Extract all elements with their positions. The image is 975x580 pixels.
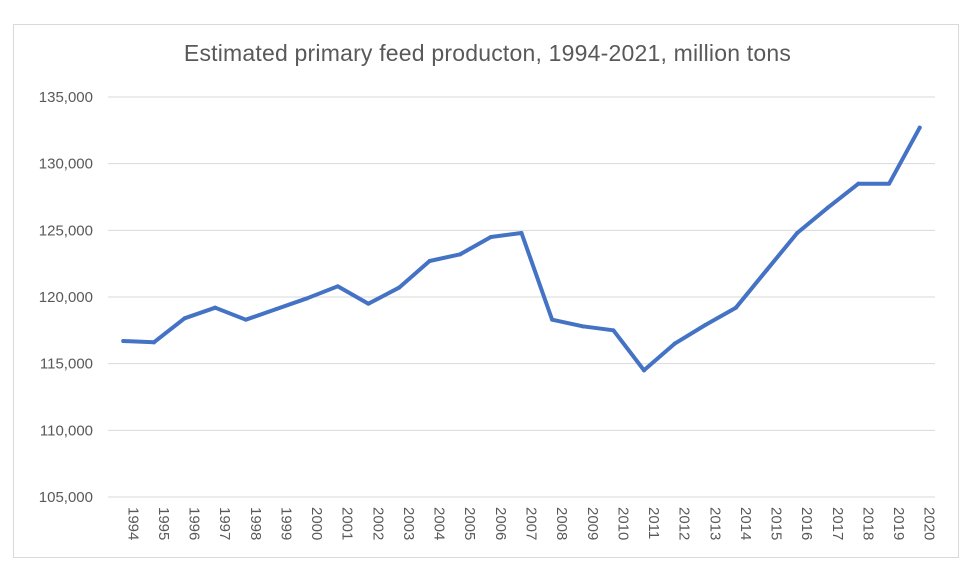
y-tick-label: 130,000: [39, 156, 93, 173]
data-point: [488, 235, 493, 239]
x-tick-label: 1999: [277, 507, 294, 540]
y-axis-tick-labels: 105,000 110,000 115,000 120,000 125,000 130,0…: [39, 89, 93, 506]
x-tick-label: 2004: [431, 507, 448, 540]
x-tick-label: 2005: [461, 507, 478, 540]
data-point: [764, 268, 769, 273]
data-point: [887, 181, 892, 186]
data-point: [519, 231, 524, 235]
data-point: [458, 252, 463, 257]
x-tick-label: 1994: [124, 507, 141, 540]
data-point: [825, 205, 830, 210]
x-tick-label: 1995: [155, 507, 172, 540]
data-point: [580, 324, 585, 329]
x-tick-label: 2002: [369, 507, 386, 540]
data-point: [305, 296, 310, 301]
x-tick-label: 2015: [768, 507, 785, 540]
x-tick-label: 2020: [921, 507, 938, 540]
y-tick-label: 110,000: [40, 422, 93, 439]
data-point: [611, 328, 616, 333]
x-tick-label: 2006: [492, 507, 509, 540]
x-tick-label: 2017: [829, 507, 846, 540]
data-point: [642, 368, 647, 373]
data-point: [335, 284, 340, 289]
data-point: [213, 305, 218, 310]
x-tick-label: 2016: [798, 507, 815, 540]
y-tick-label: 125,000: [39, 222, 93, 239]
x-tick-label: 2001: [339, 507, 356, 540]
data-point: [366, 301, 371, 306]
data-point: [733, 305, 738, 310]
data-point: [182, 316, 187, 321]
x-tick-label: 2007: [523, 507, 540, 540]
x-tick-label: 2003: [400, 507, 417, 540]
x-tick-label: 2019: [890, 507, 907, 540]
data-point: [274, 307, 279, 311]
x-tick-label: 2009: [584, 507, 601, 540]
data-point: [151, 340, 156, 345]
x-tick-label: 1996: [186, 507, 203, 540]
data-point: [672, 341, 677, 346]
data-point: [396, 285, 401, 290]
x-tick-label: 1998: [247, 507, 264, 540]
x-tick-label: 2011: [645, 507, 662, 539]
data-point: [121, 339, 126, 343]
data-point: [917, 125, 922, 130]
data-point: [703, 323, 708, 327]
x-tick-label: 2010: [614, 507, 631, 540]
y-tick-label: 115,000: [40, 356, 93, 373]
y-tick-label: 120,000: [39, 289, 93, 306]
data-point: [856, 181, 861, 186]
y-tick-label: 105,000: [39, 489, 93, 506]
series-group: [121, 125, 922, 373]
data-point: [550, 317, 555, 322]
chart-title: Estimated primary feed producton, 1994-2…: [183, 40, 792, 66]
x-tick-label: 2000: [308, 507, 325, 540]
x-tick-label: 2013: [706, 507, 723, 540]
x-tick-label: 2008: [553, 507, 570, 540]
x-axis-tick-labels: 1994 1995 1996 1997 1998 1999 2000 2001 2002 2003…: [124, 507, 937, 540]
data-point: [243, 317, 248, 322]
data-point: [795, 231, 800, 235]
x-tick-label: 2012: [676, 507, 693, 540]
x-tick-label: 2018: [859, 507, 876, 540]
x-tick-label: 1997: [216, 507, 233, 540]
gridlines: [108, 96, 935, 498]
chart-frame: [13, 24, 959, 558]
x-tick-label: 2014: [737, 507, 754, 540]
y-tick-label: 135,000: [39, 89, 93, 106]
data-point: [427, 259, 432, 263]
